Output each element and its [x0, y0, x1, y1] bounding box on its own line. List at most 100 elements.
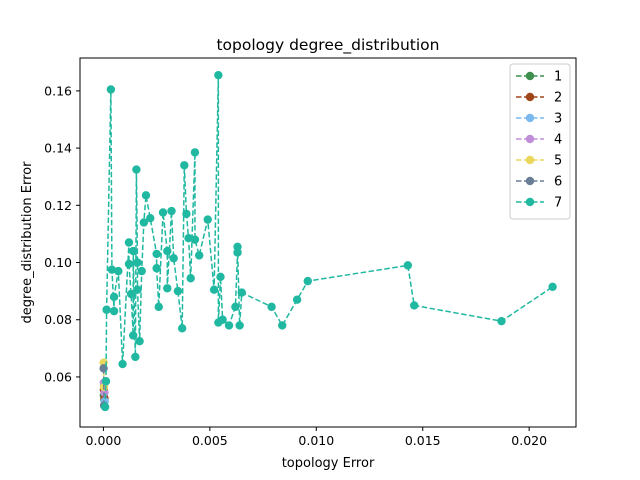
data-point [132, 165, 141, 174]
data-point [209, 285, 219, 294]
legend-marker [525, 197, 535, 207]
data-point [106, 85, 116, 94]
data-point [114, 266, 123, 276]
data-point [497, 316, 506, 326]
data-point [101, 377, 111, 386]
data-point [292, 295, 302, 304]
data-point [231, 302, 240, 312]
x-tick-label: 0.020 [511, 433, 547, 448]
legend-label: 5 [554, 154, 562, 169]
legend-label: 7 [554, 196, 562, 211]
y-tick-label: 0.16 [44, 83, 72, 98]
data-point [214, 70, 223, 80]
data-point [118, 359, 127, 369]
data-point [124, 238, 134, 247]
data-point [129, 331, 138, 340]
data-point [129, 246, 138, 256]
data-point [154, 302, 163, 312]
data-point [173, 286, 183, 296]
data-point [403, 261, 413, 270]
data-point [167, 206, 176, 216]
data-point [186, 274, 195, 283]
legend-item-7: 7 [516, 196, 562, 211]
legend-marker [525, 155, 535, 165]
data-point [133, 285, 142, 294]
x-tick-label: 0.010 [298, 433, 334, 448]
legend-label: 6 [554, 175, 562, 190]
data-point [124, 259, 134, 269]
data-point [133, 258, 142, 267]
legend-marker [525, 134, 535, 144]
data-point [102, 305, 111, 314]
data-point [139, 218, 149, 227]
data-point [163, 284, 172, 293]
chart-title: topology degree_distribution [216, 36, 439, 55]
y-tick-label: 0.06 [44, 369, 72, 384]
data-point [218, 315, 227, 324]
series-7 [100, 70, 557, 412]
y-tick-label: 0.08 [44, 312, 72, 327]
data-point [126, 289, 136, 299]
y-axis-title: degree_distribution Error [20, 161, 35, 324]
legend-item-2: 2 [516, 91, 562, 106]
legend-item-5: 5 [516, 154, 562, 169]
data-point [267, 302, 276, 312]
legend-item-1: 1 [516, 70, 562, 85]
legend-label: 3 [554, 112, 562, 127]
data-point [135, 336, 144, 346]
data-point [190, 148, 200, 157]
data-point [182, 209, 191, 219]
legend-label: 4 [554, 133, 562, 148]
data-point [146, 213, 155, 223]
legend: 1 2 3 4 5 6 7 [509, 63, 571, 220]
legend-item-6: 6 [516, 175, 562, 190]
data-point [169, 254, 178, 263]
y-tick-label: 0.10 [44, 255, 72, 270]
data-point [237, 288, 246, 297]
data-point [177, 324, 187, 333]
plot-frame [79, 57, 577, 428]
series-layer [99, 70, 557, 412]
y-tick-label: 0.12 [44, 198, 72, 213]
legend-item-4: 4 [516, 133, 562, 148]
data-point [548, 282, 557, 292]
data-point [109, 292, 119, 302]
data-point [224, 321, 234, 330]
data-point [233, 242, 242, 251]
data-point [141, 191, 151, 200]
legend-marker [525, 176, 535, 186]
legend-marker [525, 71, 535, 81]
data-point [158, 208, 168, 217]
data-point [163, 246, 172, 256]
x-tick-label: 0.005 [192, 433, 228, 448]
data-point [216, 272, 225, 282]
data-point [180, 161, 189, 170]
data-point [100, 402, 110, 412]
data-point [195, 251, 204, 260]
x-axis: 0.000 0.005 0.010 0.015 0.020 [86, 427, 547, 448]
legend-marker [525, 92, 535, 102]
data-point [137, 266, 146, 276]
y-axis: 0.06 0.08 0.10 0.12 0.14 0.16 [44, 83, 80, 384]
legend-label: 2 [554, 91, 562, 106]
data-point [152, 249, 161, 259]
data-point [152, 264, 161, 273]
data-point [235, 321, 244, 330]
x-axis-title: topology Error [282, 456, 375, 471]
data-point [107, 265, 117, 274]
legend-marker [525, 113, 535, 123]
data-point [303, 276, 312, 286]
legend-item-3: 3 [516, 112, 562, 127]
data-point [203, 215, 212, 224]
data-point [278, 321, 287, 330]
data-point [190, 235, 200, 244]
data-point [131, 352, 140, 362]
x-tick-label: 0.015 [405, 433, 441, 448]
legend-label: 1 [554, 70, 562, 85]
y-tick-label: 0.14 [44, 141, 72, 156]
data-point [410, 301, 419, 310]
x-tick-label: 0.000 [86, 433, 122, 448]
data-point [109, 306, 119, 316]
data-point [184, 234, 193, 243]
